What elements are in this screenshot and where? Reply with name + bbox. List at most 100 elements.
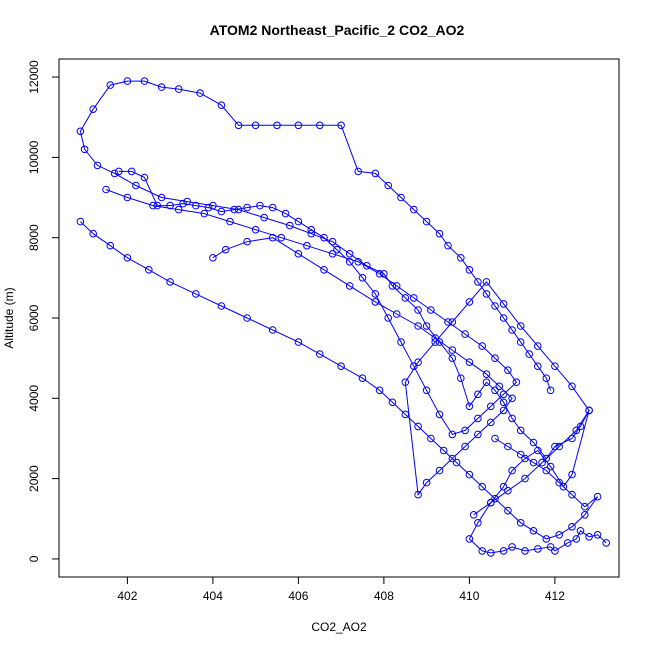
data-point (512, 378, 521, 387)
data-point (132, 181, 140, 190)
data-point (499, 398, 508, 407)
data-point (294, 121, 303, 130)
data-point (204, 203, 213, 212)
series-line (79, 80, 607, 554)
y-tick-label: 6000 (27, 304, 41, 331)
data-point (478, 547, 487, 555)
data-point (401, 294, 410, 302)
data-point (431, 334, 440, 342)
data-point (106, 241, 115, 250)
data-point (465, 470, 474, 479)
data-point (209, 253, 217, 262)
data-point (516, 426, 525, 435)
y-axis: 0 2000 4000 6000 8000 10000 12000 (27, 60, 59, 562)
data-point (487, 498, 495, 507)
data-point (196, 89, 204, 97)
data-point (593, 492, 602, 501)
data-point (568, 490, 576, 499)
data-point (414, 358, 422, 367)
data-point (448, 346, 457, 354)
data-point (491, 354, 499, 363)
data-point (217, 207, 226, 216)
data-point (521, 454, 529, 463)
data-point (307, 225, 316, 234)
data-point (123, 77, 132, 85)
data-point (546, 462, 555, 471)
data-point (371, 290, 380, 298)
data-point (516, 519, 525, 527)
data-point (499, 406, 508, 415)
data-point (217, 101, 226, 109)
data-point (534, 362, 542, 371)
data-point (521, 547, 529, 555)
data-point (504, 442, 512, 451)
data-point (410, 205, 418, 214)
x-axis: 402 404 406 408 410 412 (117, 577, 565, 603)
data-point (166, 278, 174, 286)
data-point (504, 486, 512, 495)
data-point (465, 266, 474, 274)
data-point (157, 193, 166, 202)
data-point (316, 121, 324, 130)
data-point (478, 342, 487, 350)
data-point (166, 201, 174, 210)
data-point (76, 217, 85, 226)
chart-title: ATOM2 Northeast_Pacific_2 CO2_AO2 (210, 22, 465, 38)
data-point (414, 306, 422, 314)
data-point (461, 442, 469, 451)
data-point (320, 233, 328, 242)
x-tick-label: 406 (288, 589, 308, 603)
data-point (260, 213, 269, 222)
data-point (384, 314, 393, 322)
data-point (474, 430, 482, 439)
data-point (499, 482, 508, 491)
data-point (422, 322, 431, 330)
y-axis-label: Altitude (m) (2, 287, 16, 348)
data-point (435, 410, 444, 419)
data-point (123, 253, 132, 262)
x-tick-label: 404 (203, 589, 223, 603)
x-tick-label: 412 (545, 589, 565, 603)
data-point (401, 410, 410, 419)
data-point (508, 466, 516, 475)
data-point (427, 434, 435, 443)
data-point (251, 121, 260, 130)
data-point (572, 426, 581, 435)
data-point (320, 266, 328, 274)
data-point (397, 338, 405, 346)
data-point (414, 422, 422, 431)
data-point (268, 326, 277, 334)
data-point (542, 535, 551, 543)
data-point (538, 458, 546, 467)
data-point (504, 506, 512, 515)
data-point (80, 145, 89, 154)
data-point (358, 374, 367, 383)
data-point (491, 386, 499, 395)
data-point (542, 454, 551, 463)
data-point (499, 300, 508, 308)
data-point (521, 474, 529, 483)
data-point (149, 201, 157, 210)
data-point (542, 374, 551, 383)
data-point (307, 229, 316, 238)
data-point (337, 362, 345, 371)
data-point (439, 446, 448, 455)
data-point (444, 318, 452, 326)
data-point (363, 262, 371, 270)
data-point (294, 217, 303, 226)
data-point (516, 322, 525, 330)
data-point (294, 250, 303, 258)
data-point (345, 282, 354, 290)
data-point (555, 478, 564, 487)
data-point (333, 245, 341, 254)
data-point (384, 181, 393, 190)
data-point (410, 294, 418, 302)
data-point (555, 531, 564, 539)
series-line (105, 170, 518, 435)
data-point (392, 310, 401, 318)
data-point (102, 185, 110, 194)
data-point (529, 458, 538, 467)
y-tick-label: 2000 (27, 465, 41, 492)
data-point (157, 83, 166, 91)
data-point (153, 201, 162, 210)
